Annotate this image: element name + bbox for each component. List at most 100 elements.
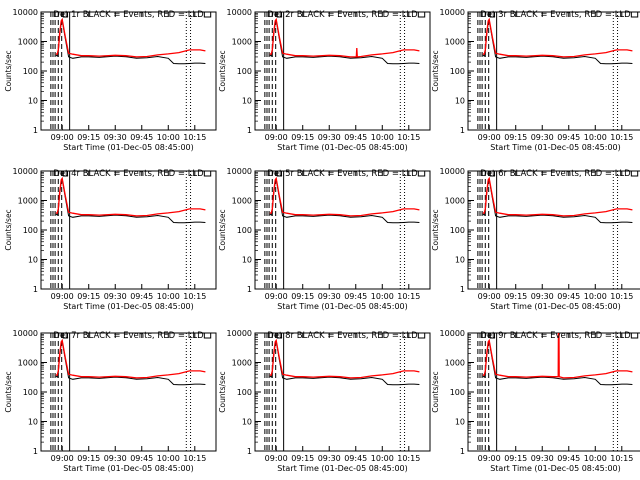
y-tick-label: 10 [28, 97, 38, 106]
y-axis-label: Counts/sec [431, 371, 440, 412]
x-tick-label: 09:45 [344, 454, 367, 463]
y-axis-label: Counts/sec [431, 209, 440, 250]
x-tick-label: 09:15 [504, 292, 527, 301]
y-axis-label: Counts/sec [218, 209, 227, 250]
y-tick-label: 1 [460, 285, 465, 294]
detector-panel-8: 1 10 100 1000 10000 09:00 09:15 09:30 09:45 10:00… [218, 329, 431, 473]
x-tick-label: 09:15 [291, 292, 314, 301]
y-tick-label: 1 [247, 285, 252, 294]
x-tick-label: 09:15 [291, 133, 314, 142]
x-tick-label: 09:30 [531, 454, 554, 463]
y-tick-label: 100 [450, 226, 465, 235]
y-tick-label: 1 [247, 126, 252, 135]
x-axis-label: Start Time (01-Dec-05 08:45:00) [490, 302, 621, 311]
y-tick-label: 100 [23, 388, 38, 397]
y-tick-label: 10000 [227, 8, 252, 17]
top-bracket [489, 12, 496, 18]
x-tick-label: 09:45 [557, 454, 580, 463]
x-tick-label: 09:00 [478, 454, 501, 463]
x-tick-label: 09:45 [557, 292, 580, 301]
top-bracket-right [417, 12, 426, 18]
lld-series-line [482, 17, 633, 58]
y-axis-label: Counts/sec [4, 371, 13, 412]
lld-series-line [269, 176, 420, 217]
top-bracket [62, 171, 69, 177]
x-tick-label: 10:15 [397, 292, 420, 301]
top-bracket-right [203, 171, 212, 177]
x-tick-label: 09:30 [104, 133, 127, 142]
x-tick-label: 09:30 [318, 133, 341, 142]
x-tick-label: 10:15 [610, 292, 633, 301]
x-tick-label: 09:00 [265, 133, 288, 142]
x-axis-label: Start Time (01-Dec-05 08:45:00) [63, 143, 194, 152]
y-tick-label: 10 [28, 418, 38, 427]
y-axis-label: Counts/sec [218, 50, 227, 91]
x-axis-label: Start Time (01-Dec-05 08:45:00) [490, 143, 621, 152]
panel-title: Det 7r BLACK = Events, RED = LLD [53, 331, 204, 341]
panel-title: Det 6r BLACK = Events, RED = LLD [480, 169, 631, 179]
x-tick-label: 09:30 [318, 454, 341, 463]
x-tick-label: 10:00 [371, 292, 394, 301]
x-tick-label: 10:15 [397, 133, 420, 142]
x-axis-label: Start Time (01-Dec-05 08:45:00) [490, 464, 621, 473]
x-tick-label: 10:15 [397, 454, 420, 463]
events-series-line [482, 339, 633, 386]
x-tick-label: 10:00 [584, 292, 607, 301]
x-axis-label: Start Time (01-Dec-05 08:45:00) [63, 302, 194, 311]
events-series-line [55, 177, 206, 224]
events-series-line [482, 177, 633, 224]
y-tick-label: 1000 [232, 38, 252, 47]
y-tick-label: 10000 [440, 167, 465, 176]
y-tick-label: 10000 [227, 329, 252, 338]
x-tick-label: 09:00 [51, 454, 74, 463]
detector-panel-6: 1 10 100 1000 10000 09:00 09:15 09:30 09:45 10:00… [431, 167, 640, 311]
plot-frame [40, 332, 217, 452]
x-tick-label: 10:15 [610, 133, 633, 142]
x-tick-label: 10:00 [371, 133, 394, 142]
y-tick-label: 1000 [445, 38, 465, 47]
events-series-line [482, 18, 633, 65]
y-tick-label: 1000 [232, 197, 252, 206]
x-tick-label: 09:45 [557, 133, 580, 142]
lld-series-line [55, 176, 206, 217]
x-tick-label: 09:45 [344, 292, 367, 301]
x-tick-label: 10:15 [183, 292, 206, 301]
x-tick-label: 09:00 [51, 133, 74, 142]
panel-title: Det 3r BLACK = Events, RED = LLD [480, 10, 631, 20]
x-tick-label: 09:15 [77, 292, 100, 301]
x-tick-label: 09:15 [504, 454, 527, 463]
x-tick-label: 10:00 [584, 133, 607, 142]
detector-panel-9: 1 10 100 1000 10000 09:00 09:15 09:30 09:45 10:00… [431, 329, 640, 473]
x-tick-label: 09:00 [478, 133, 501, 142]
x-axis-label: Start Time (01-Dec-05 08:45:00) [63, 464, 194, 473]
y-tick-label: 1 [33, 285, 38, 294]
events-series-line [269, 18, 420, 65]
plot-frame [467, 170, 640, 290]
x-tick-label: 10:00 [157, 454, 180, 463]
y-tick-label: 1000 [232, 359, 252, 368]
lld-series-line [55, 17, 206, 58]
x-tick-label: 09:15 [504, 133, 527, 142]
top-bracket [489, 333, 496, 339]
top-bracket-right [417, 333, 426, 339]
top-bracket-right [203, 12, 212, 18]
events-series-line [55, 339, 206, 386]
x-tick-label: 09:30 [104, 454, 127, 463]
y-tick-label: 10 [242, 97, 252, 106]
x-tick-label: 09:00 [478, 292, 501, 301]
lld-series-line [269, 17, 420, 58]
x-tick-label: 09:45 [130, 292, 153, 301]
x-tick-label: 09:45 [130, 133, 153, 142]
top-bracket [489, 171, 496, 177]
y-tick-label: 10 [455, 418, 465, 427]
plot-frame [40, 11, 217, 131]
y-tick-label: 10000 [440, 329, 465, 338]
top-bracket-right [630, 171, 639, 177]
y-tick-label: 10000 [440, 8, 465, 17]
x-tick-label: 09:45 [344, 133, 367, 142]
x-tick-label: 09:00 [51, 292, 74, 301]
lld-series-line [482, 333, 633, 379]
x-tick-label: 09:30 [104, 292, 127, 301]
detector-panel-4: 1 10 100 1000 10000 09:00 09:15 09:30 09:45 10:00… [4, 167, 217, 311]
